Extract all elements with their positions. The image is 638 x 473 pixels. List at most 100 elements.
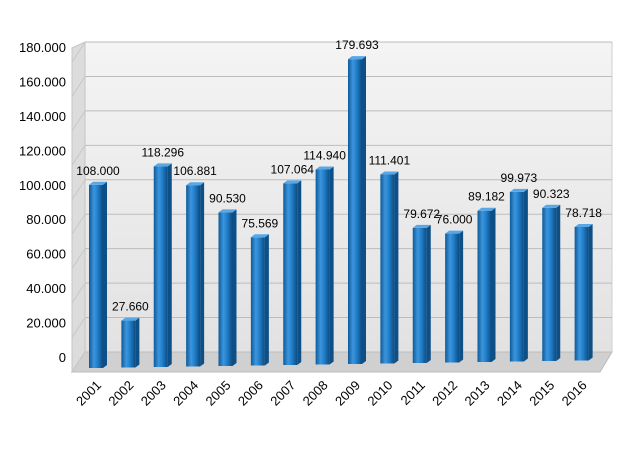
gridline-side xyxy=(71,213,86,235)
x-axis-ticks: 2001 2002 2003 2004 2005 2006 2007 2008 2009 2010… xyxy=(73,378,590,409)
bar-front xyxy=(153,166,168,367)
bar-side xyxy=(167,163,172,367)
bar-top xyxy=(218,209,237,213)
y-tick-label: 80.000 xyxy=(26,212,66,227)
y-tick-label: 0 xyxy=(59,350,66,365)
bar-top xyxy=(380,171,399,175)
bar-side xyxy=(329,166,334,365)
y-tick-label: 120.000 xyxy=(19,143,66,158)
data-label: 27.660 xyxy=(112,300,149,314)
bar-front xyxy=(574,226,589,361)
y-tick-label: 180.000 xyxy=(19,40,66,55)
bar-front xyxy=(250,237,265,366)
bar-top xyxy=(348,56,366,60)
gridline-side xyxy=(71,317,86,338)
bars xyxy=(89,56,593,368)
bar-2001 xyxy=(89,181,107,368)
gridline-side xyxy=(71,248,86,269)
bar-top xyxy=(121,317,140,321)
bar-side xyxy=(523,188,528,362)
bar-side xyxy=(297,180,302,365)
bar-2013 xyxy=(477,207,496,362)
x-tick-label: 2016 xyxy=(559,378,590,409)
y-tick-label: 140.000 xyxy=(19,109,66,124)
x-tick-label: 2002 xyxy=(105,378,136,409)
x-tick-label: 2007 xyxy=(267,378,298,409)
bar-top xyxy=(315,166,334,170)
bar-front xyxy=(542,207,557,361)
gridline-side xyxy=(71,282,86,304)
y-axis-ticks: 0 20.000 40.000 60.000 80.000 100.000 120.000 1… xyxy=(19,40,66,365)
bar-2012 xyxy=(445,230,464,363)
bar-front xyxy=(380,174,395,364)
bar-side xyxy=(426,224,431,363)
bar-top xyxy=(153,163,172,167)
y-tick-label: 160.000 xyxy=(19,74,66,89)
bar-top xyxy=(542,204,561,208)
data-label: 79.672 xyxy=(403,207,440,221)
bar-side xyxy=(491,207,496,362)
bar-front xyxy=(315,169,330,365)
data-label: 114.940 xyxy=(303,149,346,163)
bar-2011 xyxy=(412,224,431,363)
bar-top xyxy=(574,223,593,227)
bar-front xyxy=(348,59,362,365)
data-label: 75.569 xyxy=(242,216,279,230)
bar-side xyxy=(362,56,366,365)
x-tick-label: 2015 xyxy=(526,378,557,409)
bar-front xyxy=(186,185,201,367)
x-tick-label: 2008 xyxy=(300,378,331,409)
x-tick-label: 2010 xyxy=(364,378,395,409)
x-tick-label: 2011 xyxy=(397,378,427,408)
bar-side xyxy=(459,230,464,363)
bar-2005 xyxy=(218,209,237,366)
gridline-side xyxy=(71,351,86,373)
bar-top xyxy=(445,230,464,234)
floor xyxy=(71,351,613,373)
bar-2006 xyxy=(250,234,269,366)
x-tick-label: 2005 xyxy=(203,378,234,409)
bar-front xyxy=(283,183,298,365)
bar-front xyxy=(445,233,460,363)
bar-top xyxy=(89,181,107,185)
data-label: 106.881 xyxy=(173,164,217,178)
data-label: 90.323 xyxy=(533,187,570,201)
bar-2003 xyxy=(153,163,172,367)
x-tick-label: 2006 xyxy=(235,378,266,409)
x-tick-label: 2014 xyxy=(494,378,525,409)
data-label: 107.064 xyxy=(271,162,315,176)
y-tick-label: 40.000 xyxy=(26,281,66,296)
y-tick-label: 60.000 xyxy=(26,247,66,262)
y-tick-label: 20.000 xyxy=(26,316,66,331)
bar-2002 xyxy=(121,317,140,368)
x-tick-label: 2004 xyxy=(170,378,201,409)
data-label: 89.182 xyxy=(468,190,505,204)
bar-side xyxy=(103,181,107,368)
x-tick-label: 2001 xyxy=(73,378,104,409)
gridline-side xyxy=(71,110,86,132)
bar-side xyxy=(556,204,561,361)
bar-top xyxy=(412,224,431,228)
data-label: 90.530 xyxy=(209,191,246,205)
bar-2007 xyxy=(283,180,302,365)
bar-2004 xyxy=(186,182,205,367)
data-label: 118.296 xyxy=(142,145,185,159)
bar-2016 xyxy=(574,223,593,361)
bar-front xyxy=(477,210,492,362)
data-label: 108.000 xyxy=(76,164,120,178)
x-tick-label: 2003 xyxy=(138,378,169,409)
bar-top xyxy=(477,207,496,211)
data-label: 179.693 xyxy=(335,38,379,52)
bar-top xyxy=(509,188,528,192)
bar-top xyxy=(283,180,302,184)
data-labels: 108.000 27.660 118.296 106.881 90.530 75.569 1… xyxy=(76,38,602,313)
bar-2009 xyxy=(348,56,366,365)
bar-front xyxy=(509,191,524,362)
bar-side xyxy=(200,182,205,367)
bar-top xyxy=(186,182,205,186)
bar-2010 xyxy=(380,171,399,364)
bar-front xyxy=(89,184,103,368)
x-tick-label: 2012 xyxy=(429,378,460,409)
x-tick-label: 2009 xyxy=(332,378,363,409)
